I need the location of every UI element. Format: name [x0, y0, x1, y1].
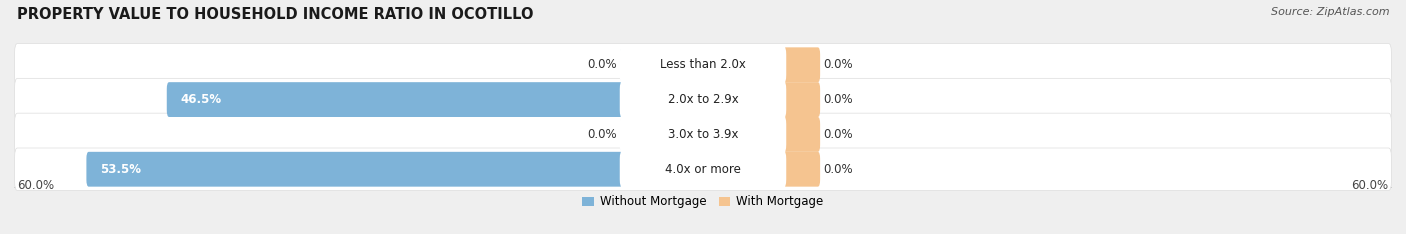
- FancyBboxPatch shape: [700, 117, 820, 152]
- Text: 0.0%: 0.0%: [824, 93, 853, 106]
- Text: 53.5%: 53.5%: [100, 163, 141, 176]
- Text: 0.0%: 0.0%: [588, 128, 617, 141]
- Text: 46.5%: 46.5%: [180, 93, 222, 106]
- Text: 3.0x to 3.9x: 3.0x to 3.9x: [668, 128, 738, 141]
- FancyBboxPatch shape: [86, 152, 706, 187]
- Legend: Without Mortgage, With Mortgage: Without Mortgage, With Mortgage: [578, 190, 828, 213]
- FancyBboxPatch shape: [14, 113, 1392, 156]
- Text: Source: ZipAtlas.com: Source: ZipAtlas.com: [1271, 7, 1389, 17]
- FancyBboxPatch shape: [700, 82, 820, 117]
- FancyBboxPatch shape: [700, 47, 820, 82]
- FancyBboxPatch shape: [620, 47, 706, 82]
- FancyBboxPatch shape: [14, 148, 1392, 190]
- FancyBboxPatch shape: [620, 117, 706, 152]
- Text: 0.0%: 0.0%: [824, 58, 853, 71]
- FancyBboxPatch shape: [620, 81, 786, 118]
- FancyBboxPatch shape: [620, 46, 786, 84]
- Text: 0.0%: 0.0%: [824, 128, 853, 141]
- Text: 0.0%: 0.0%: [824, 163, 853, 176]
- FancyBboxPatch shape: [14, 44, 1392, 86]
- Text: Less than 2.0x: Less than 2.0x: [659, 58, 747, 71]
- FancyBboxPatch shape: [14, 78, 1392, 121]
- Text: 2.0x to 2.9x: 2.0x to 2.9x: [668, 93, 738, 106]
- FancyBboxPatch shape: [620, 116, 786, 153]
- FancyBboxPatch shape: [167, 82, 706, 117]
- Text: 4.0x or more: 4.0x or more: [665, 163, 741, 176]
- Text: PROPERTY VALUE TO HOUSEHOLD INCOME RATIO IN OCOTILLO: PROPERTY VALUE TO HOUSEHOLD INCOME RATIO…: [17, 7, 533, 22]
- FancyBboxPatch shape: [620, 150, 786, 188]
- Text: 60.0%: 60.0%: [1351, 179, 1389, 192]
- Text: 0.0%: 0.0%: [588, 58, 617, 71]
- Text: 60.0%: 60.0%: [17, 179, 55, 192]
- FancyBboxPatch shape: [700, 152, 820, 187]
